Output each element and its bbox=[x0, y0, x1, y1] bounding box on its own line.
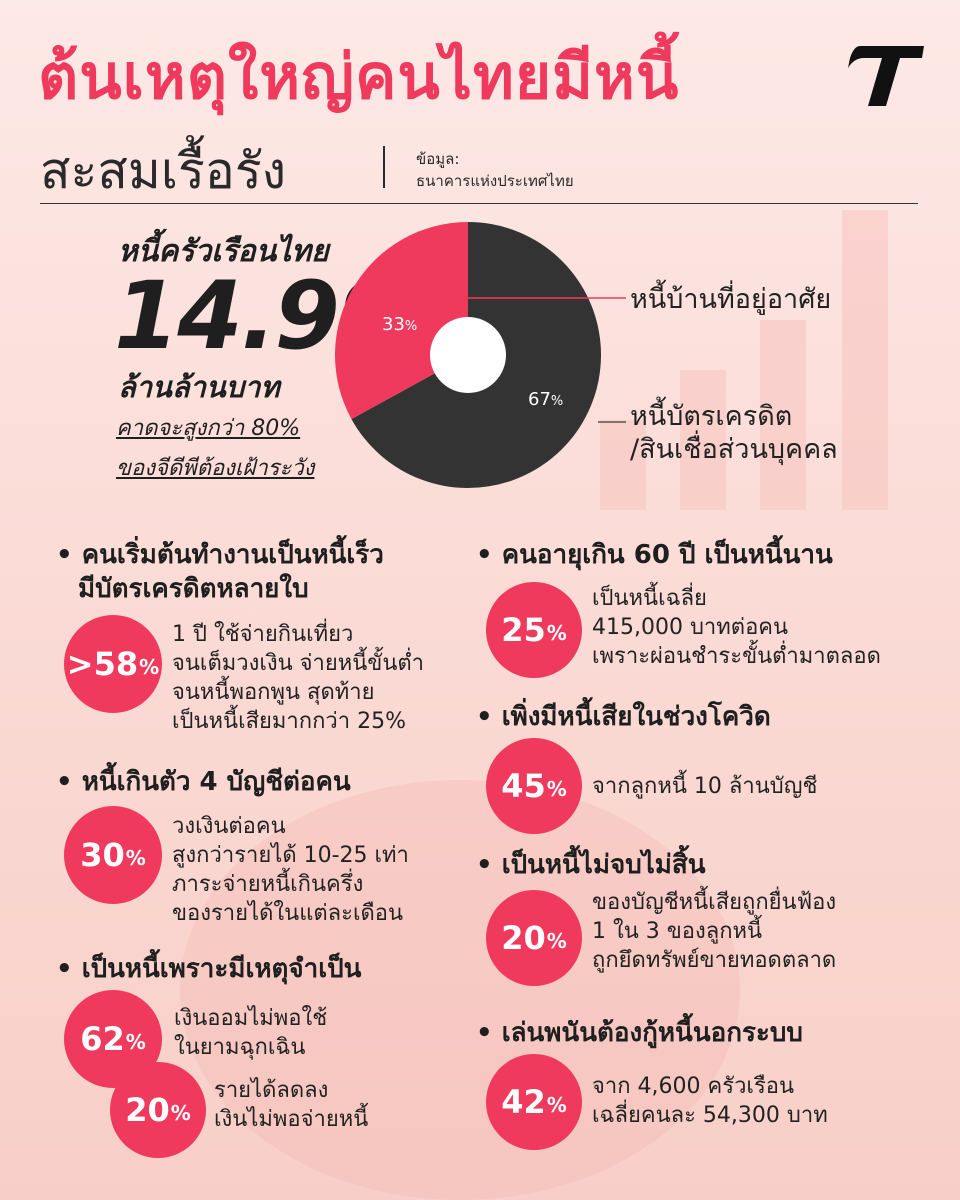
desc-line: 1 ใน 3 ของลูกหนี้ bbox=[592, 919, 763, 944]
desc-line: ภาระจ่ายหนี้เกินครึ่ง bbox=[172, 872, 364, 897]
bullet-dot-icon: • bbox=[476, 540, 493, 570]
percent-sign: % bbox=[125, 1030, 146, 1054]
section-title: • คนอายุเกิน 60 ปี เป็นหนี้นาน bbox=[476, 538, 833, 572]
stat-value: 45 bbox=[501, 767, 546, 805]
section-title: • เล่นพนันต้องกู้หนี้นอกระบบ bbox=[476, 1016, 803, 1050]
stat-circle: 20% bbox=[110, 1062, 206, 1158]
stat-description: วงเงินต่อคน สูงกว่ารายได้ 10-25 เท่า ภาร… bbox=[172, 812, 409, 928]
household-note-line1: คาดจะสูงกว่า 80% bbox=[116, 416, 301, 441]
desc-line: เพราะผ่อนชำระขั้นต่ำมาตลอด bbox=[592, 644, 881, 669]
data-label-credit: 67% bbox=[528, 389, 563, 410]
stat-description: เงินออมไม่พอใช้ ในยามฉุกเฉิน bbox=[174, 1004, 327, 1062]
desc-line: จากลูกหนี้ 10 ล้านบัญชี bbox=[592, 774, 818, 799]
bullet-dot-icon: • bbox=[476, 702, 493, 732]
desc-line: 1 ปี ใช้จ่ายกินเที่ยว bbox=[172, 622, 354, 647]
desc-line: เงินออมไม่พอใช้ bbox=[174, 1006, 328, 1031]
percent-sign: % bbox=[546, 929, 567, 953]
household-note-line2: ของจีดีพีต้องเฝ้าระวัง bbox=[116, 456, 315, 481]
stat-description: จากลูกหนี้ 10 ล้านบัญชี bbox=[592, 772, 817, 801]
stat-value: 20 bbox=[125, 1091, 170, 1129]
household-unit: ล้านล้านบาท bbox=[118, 370, 280, 404]
divider bbox=[40, 203, 918, 204]
percent-sign: % bbox=[139, 655, 160, 679]
household-title: หนี้ครัวเรือนไทย bbox=[118, 234, 329, 269]
section-title: • เพิ่งมีหนี้เสียในช่วงโควิด bbox=[476, 700, 771, 734]
stat-description: จาก 4,600 ครัวเรือน เฉลี่ยคนละ 54,300 บา… bbox=[592, 1072, 828, 1130]
desc-line: ถูกยึดทรัพย์ขายทอดตลาด bbox=[592, 948, 837, 973]
section-title: • เป็นหนี้ไม่จบไม่สิ้น bbox=[476, 848, 706, 882]
desc-line: สูงกว่ารายได้ 10-25 เท่า bbox=[172, 843, 409, 868]
legend-credit-line1: หนี้บัตรเครดิต bbox=[630, 396, 792, 432]
stat-circle: 42% bbox=[486, 1054, 582, 1150]
section-title: • คนเริ่มต้นทำงานเป็นหนี้เร็ว bbox=[56, 538, 384, 572]
stat-circle: 20% bbox=[486, 890, 582, 986]
legend-credit-line2: /สินเชื่อส่วนบุคคล bbox=[630, 430, 838, 466]
section-title: • เป็นหนี้เพราะมีเหตุจำเป็น bbox=[56, 952, 361, 986]
stat-circle: 30% bbox=[64, 806, 162, 904]
stat-description: รายได้ลดลง เงินไม่พอจ่ายหนี้ bbox=[214, 1076, 368, 1134]
section-title-text: เพิ่งมีหนี้เสียในช่วงโควิด bbox=[501, 702, 771, 732]
stat-value: 42 bbox=[501, 1083, 546, 1121]
section-title-text: เป็นหนี้ไม่จบไม่สิ้น bbox=[501, 850, 706, 880]
stat-circle: 62% bbox=[64, 990, 162, 1088]
bullet-dot-icon: • bbox=[476, 850, 493, 880]
stat-value: >58 bbox=[66, 645, 139, 683]
percent-sign: % bbox=[125, 846, 146, 870]
desc-line: จนเต็มวงเงิน จ่ายหนี้ขั้นต่ำ bbox=[172, 651, 425, 676]
section-title-text: คนเริ่มต้นทำงานเป็นหนี้เร็ว bbox=[81, 540, 384, 570]
section-title-text: เล่นพนันต้องกู้หนี้นอกระบบ bbox=[501, 1018, 803, 1048]
legend-housing: หนี้บ้านที่อยู่อาศัย bbox=[630, 279, 831, 315]
desc-line: จาก 4,600 ครัวเรือน bbox=[592, 1074, 795, 1099]
donut-hole bbox=[430, 317, 506, 393]
section-title-line2: มีบัตรเครดิตหลายใบ bbox=[78, 574, 309, 604]
thairath-t-logo-icon bbox=[848, 46, 924, 106]
source-label: ข้อมูล: bbox=[416, 150, 460, 168]
desc-line: จนหนี้พอกพูน สุดท้าย bbox=[172, 680, 375, 705]
percent-sign: % bbox=[546, 777, 567, 801]
section-title-text: คนอายุเกิน 60 ปี เป็นหนี้นาน bbox=[501, 540, 833, 570]
page-title: ต้นเหตุใหญ่คนไทยมีหนี้ bbox=[38, 40, 680, 113]
background-shape bbox=[180, 780, 740, 1200]
section-title: • หนี้เกินตัว 4 บัญชีต่อคน bbox=[56, 765, 351, 799]
source-note: ข้อมูล: ธนาคารแห่งประเทศไทย bbox=[416, 148, 574, 192]
stat-description: 1 ปี ใช้จ่ายกินเที่ยว จนเต็มวงเงิน จ่ายห… bbox=[172, 620, 424, 736]
source-name: ธนาคารแห่งประเทศไทย bbox=[416, 172, 574, 190]
desc-line: ของรายได้ในแต่ละเดือน bbox=[172, 901, 404, 926]
bullet-dot-icon: • bbox=[56, 767, 73, 797]
page-subtitle: สะสมเรื้อรัง bbox=[40, 142, 287, 200]
desc-line: ของบัญชีหนี้เสียถูกยื่นฟ้อง bbox=[592, 890, 837, 915]
background-bar bbox=[600, 420, 646, 510]
desc-line: เป็นหนี้เสียมากกว่า 25% bbox=[172, 709, 406, 734]
stat-circle: 25% bbox=[486, 582, 582, 678]
stat-description: ของบัญชีหนี้เสียถูกยื่นฟ้อง 1 ใน 3 ของลู… bbox=[592, 888, 836, 975]
desc-line: เป็นหนี้เฉลี่ย bbox=[592, 586, 707, 611]
background-bar bbox=[680, 370, 726, 510]
bullet-dot-icon: • bbox=[56, 954, 73, 984]
stat-value: 25 bbox=[501, 611, 546, 649]
desc-line: เงินไม่พอจ่ายหนี้ bbox=[214, 1107, 369, 1132]
desc-line: เฉลี่ยคนละ 54,300 บาท bbox=[592, 1103, 828, 1128]
bullet-dot-icon: • bbox=[476, 1018, 493, 1048]
data-label-housing: 33% bbox=[382, 314, 417, 335]
bullet-dot-icon: • bbox=[56, 540, 73, 570]
percent-sign: % bbox=[170, 1101, 191, 1125]
stat-description: เป็นหนี้เฉลี่ย 415,000 บาทต่อคน เพราะผ่อ… bbox=[592, 584, 881, 671]
stat-value: 30 bbox=[80, 836, 125, 874]
desc-line: ในยามฉุกเฉิน bbox=[174, 1035, 306, 1060]
stat-circle: 45% bbox=[486, 738, 582, 834]
background-bar bbox=[842, 210, 888, 510]
debt-donut-chart: 33% 67% หนี้บ้านที่อยู่อาศัย หนี้บัตรเคร… bbox=[334, 222, 838, 488]
percent-sign: % bbox=[546, 1093, 567, 1117]
desc-line: 415,000 บาทต่อคน bbox=[592, 615, 789, 640]
percent-sign: % bbox=[546, 621, 567, 645]
section-title-text: หนี้เกินตัว 4 บัญชีต่อคน bbox=[81, 767, 351, 797]
desc-line: วงเงินต่อคน bbox=[172, 814, 286, 839]
stat-value: 20 bbox=[501, 919, 546, 957]
stat-circle: >58% bbox=[64, 615, 162, 713]
stat-value: 62 bbox=[80, 1020, 125, 1058]
divider bbox=[383, 146, 385, 188]
background-bar bbox=[760, 320, 806, 510]
section-title-text: เป็นหนี้เพราะมีเหตุจำเป็น bbox=[81, 954, 362, 984]
desc-line: รายได้ลดลง bbox=[214, 1078, 329, 1103]
